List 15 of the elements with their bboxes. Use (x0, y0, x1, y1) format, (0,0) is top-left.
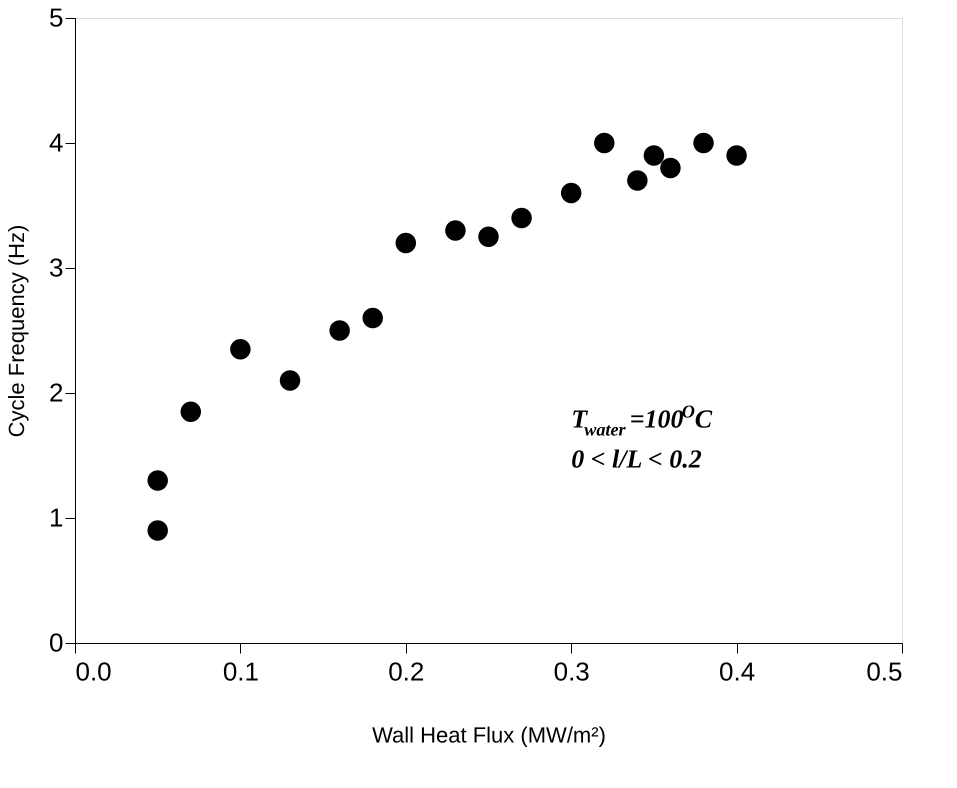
annotation: 0 < l/L < 0.2 (571, 444, 702, 474)
y-tick-label: 3 (49, 252, 64, 282)
y-tick-label: 2 (49, 378, 64, 408)
x-tick-label: 0.0 (76, 656, 112, 686)
y-tick-label: 4 (49, 128, 64, 158)
x-axis-title: Wall Heat Flux (MW/m²) (372, 722, 606, 748)
x-tick-label: 0.3 (554, 656, 590, 686)
x-tick-label: 0.2 (388, 656, 424, 686)
y-tick-label: 0 (49, 628, 64, 658)
x-tick-label: 0.4 (719, 656, 756, 686)
x-tick-label: 0.5 (866, 656, 902, 686)
y-tick-label: 1 (49, 502, 64, 532)
y-tick-label: 5 (49, 2, 64, 32)
x-tick-label: 0.1 (222, 656, 259, 686)
y-axis-title: Cycle Frequency (Hz) (4, 224, 30, 438)
